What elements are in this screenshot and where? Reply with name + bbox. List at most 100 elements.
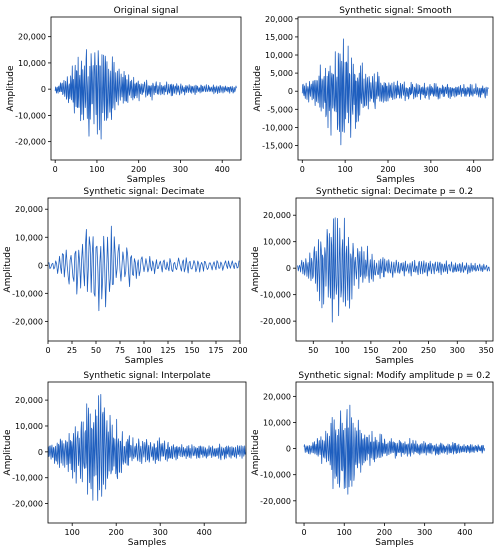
y-tick-label: 0 (38, 448, 43, 457)
y-tick-label: 10,000 (265, 51, 293, 60)
chart-panel-2: 0 100 200 300 400 -15,000 -10,000 -5,000 0 5,000 1… (253, 6, 494, 185)
x-tick-label: 0 (53, 165, 58, 174)
y-tick-label: 10,000 (15, 233, 43, 242)
y-tick-label: -20,000 (15, 138, 46, 147)
y-tick-label: 20,000 (15, 396, 43, 405)
y-tick-label: -5,000 (267, 105, 293, 114)
y-tick-label: -10,000 (260, 471, 291, 480)
x-tick-label: 300 (417, 528, 432, 537)
y-tick-label: -10,000 (15, 111, 46, 120)
chart-title: Original signal (114, 6, 179, 16)
x-tick-label: 200 (392, 346, 407, 355)
x-tick-label: 400 (466, 165, 481, 174)
x-tick-label: 300 (173, 165, 188, 174)
x-tick-label: 250 (421, 346, 436, 355)
x-tick-label: 200 (131, 165, 146, 174)
x-tick-label: 400 (215, 165, 230, 174)
x-tick-label: 350 (478, 346, 493, 355)
y-tick-label: 0 (38, 261, 43, 270)
y-tick-label: -10,000 (260, 291, 291, 300)
x-tick-label: 200 (232, 346, 247, 355)
x-tick-label: 75 (115, 346, 125, 355)
y-tick-label: 15,000 (265, 33, 293, 42)
signal-series-line (303, 404, 485, 495)
y-axis-label: Amplitude (3, 429, 13, 476)
signal-series-line (47, 393, 246, 501)
x-tick-label: 50 (91, 346, 101, 355)
y-tick-label: -20,000 (12, 500, 43, 509)
y-tick-label: 0 (288, 87, 293, 96)
x-tick-label: 100 (334, 346, 349, 355)
x-tick-label: 125 (160, 346, 175, 355)
plot-frame (295, 197, 494, 342)
y-axis-label: Amplitude (253, 65, 263, 112)
chart-title: Synthetic signal: Modify amplitude p = 0… (298, 371, 490, 381)
x-tick-label: 400 (197, 528, 212, 537)
y-tick-label: -20,000 (260, 497, 291, 506)
y-tick-label: 10,000 (263, 238, 291, 247)
x-tick-label: 300 (153, 528, 168, 537)
x-tick-label: 100 (338, 165, 353, 174)
x-tick-label: 400 (457, 528, 472, 537)
x-tick-label: 0 (301, 528, 306, 537)
chart-panel-3: 0 25 50 75 100 125 150 175 200 -20,000 -10,000 0 10,… (3, 187, 248, 366)
x-axis-label: Samples (376, 175, 415, 185)
x-tick-label: 100 (65, 528, 80, 537)
x-tick-label: 150 (363, 346, 378, 355)
x-tick-label: 50 (308, 346, 318, 355)
x-tick-label: 200 (109, 528, 124, 537)
chart-title: Synthetic signal: Decimate p = 0.2 (316, 187, 473, 197)
y-tick-label: -20,000 (260, 317, 291, 326)
y-tick-label: -20,000 (12, 317, 43, 326)
y-tick-label: 10,000 (15, 422, 43, 431)
x-tick-label: 300 (423, 165, 438, 174)
chart-panel-5: 100 200 300 400 -20,000 -10,000 0 10,000 20,000 S… (3, 371, 247, 548)
chart-title: Synthetic signal: Smooth (339, 6, 452, 16)
plot-frame (50, 16, 242, 161)
x-tick-label: 200 (377, 528, 392, 537)
plot-frame (47, 381, 247, 524)
x-tick-label: 25 (67, 346, 77, 355)
x-axis-label: Samples (375, 538, 414, 548)
chart-panel-1: 0 100 200 300 400 -20,000 -10,000 0 10,000 20,000… (6, 6, 242, 185)
y-axis-label: Amplitude (251, 429, 261, 476)
x-tick-label: 200 (380, 165, 395, 174)
y-axis-label: Amplitude (6, 65, 16, 112)
plot-frame (295, 381, 494, 524)
chart-title: Synthetic signal: Interpolate (83, 371, 211, 381)
y-tick-label: 0 (286, 445, 291, 454)
signal-series-line (47, 225, 240, 312)
plot-frame (297, 16, 494, 161)
y-tick-label: -15,000 (262, 142, 293, 151)
y-tick-label: -10,000 (12, 474, 43, 483)
signal-series-line (54, 49, 237, 140)
y-tick-label: 20,000 (265, 15, 293, 24)
y-tick-label: 5,000 (270, 69, 293, 78)
x-tick-label: 150 (184, 346, 199, 355)
y-tick-label: -10,000 (262, 123, 293, 132)
y-axis-label: Amplitude (251, 246, 261, 293)
chart-panel-6: 0 100 200 300 400 -20,000 -10,000 0 10,000 20,000… (251, 371, 494, 548)
y-tick-label: 0 (286, 264, 291, 273)
y-tick-label: 20,000 (15, 205, 43, 214)
x-tick-label: 175 (208, 346, 223, 355)
y-tick-label: 20,000 (18, 33, 46, 42)
x-tick-label: 100 (136, 346, 151, 355)
signal-series-line (301, 38, 489, 146)
y-tick-label: 20,000 (263, 211, 291, 220)
x-tick-label: 0 (45, 346, 50, 355)
x-tick-label: 300 (450, 346, 465, 355)
y-tick-label: 10,000 (263, 418, 291, 427)
y-tick-label: 0 (41, 85, 46, 94)
x-tick-label: 100 (89, 165, 104, 174)
y-tick-label: 10,000 (18, 59, 46, 68)
signal-series-line (296, 217, 490, 323)
y-tick-label: -10,000 (12, 289, 43, 298)
chart-panel-4: 50 100 150 200 250 300 350 -20,000 -10,000 0 10,00… (251, 187, 494, 366)
y-tick-label: 20,000 (263, 392, 291, 401)
x-axis-label: Samples (125, 356, 164, 366)
x-tick-label: 0 (300, 165, 305, 174)
x-tick-label: 100 (337, 528, 352, 537)
x-axis-label: Samples (375, 356, 414, 366)
